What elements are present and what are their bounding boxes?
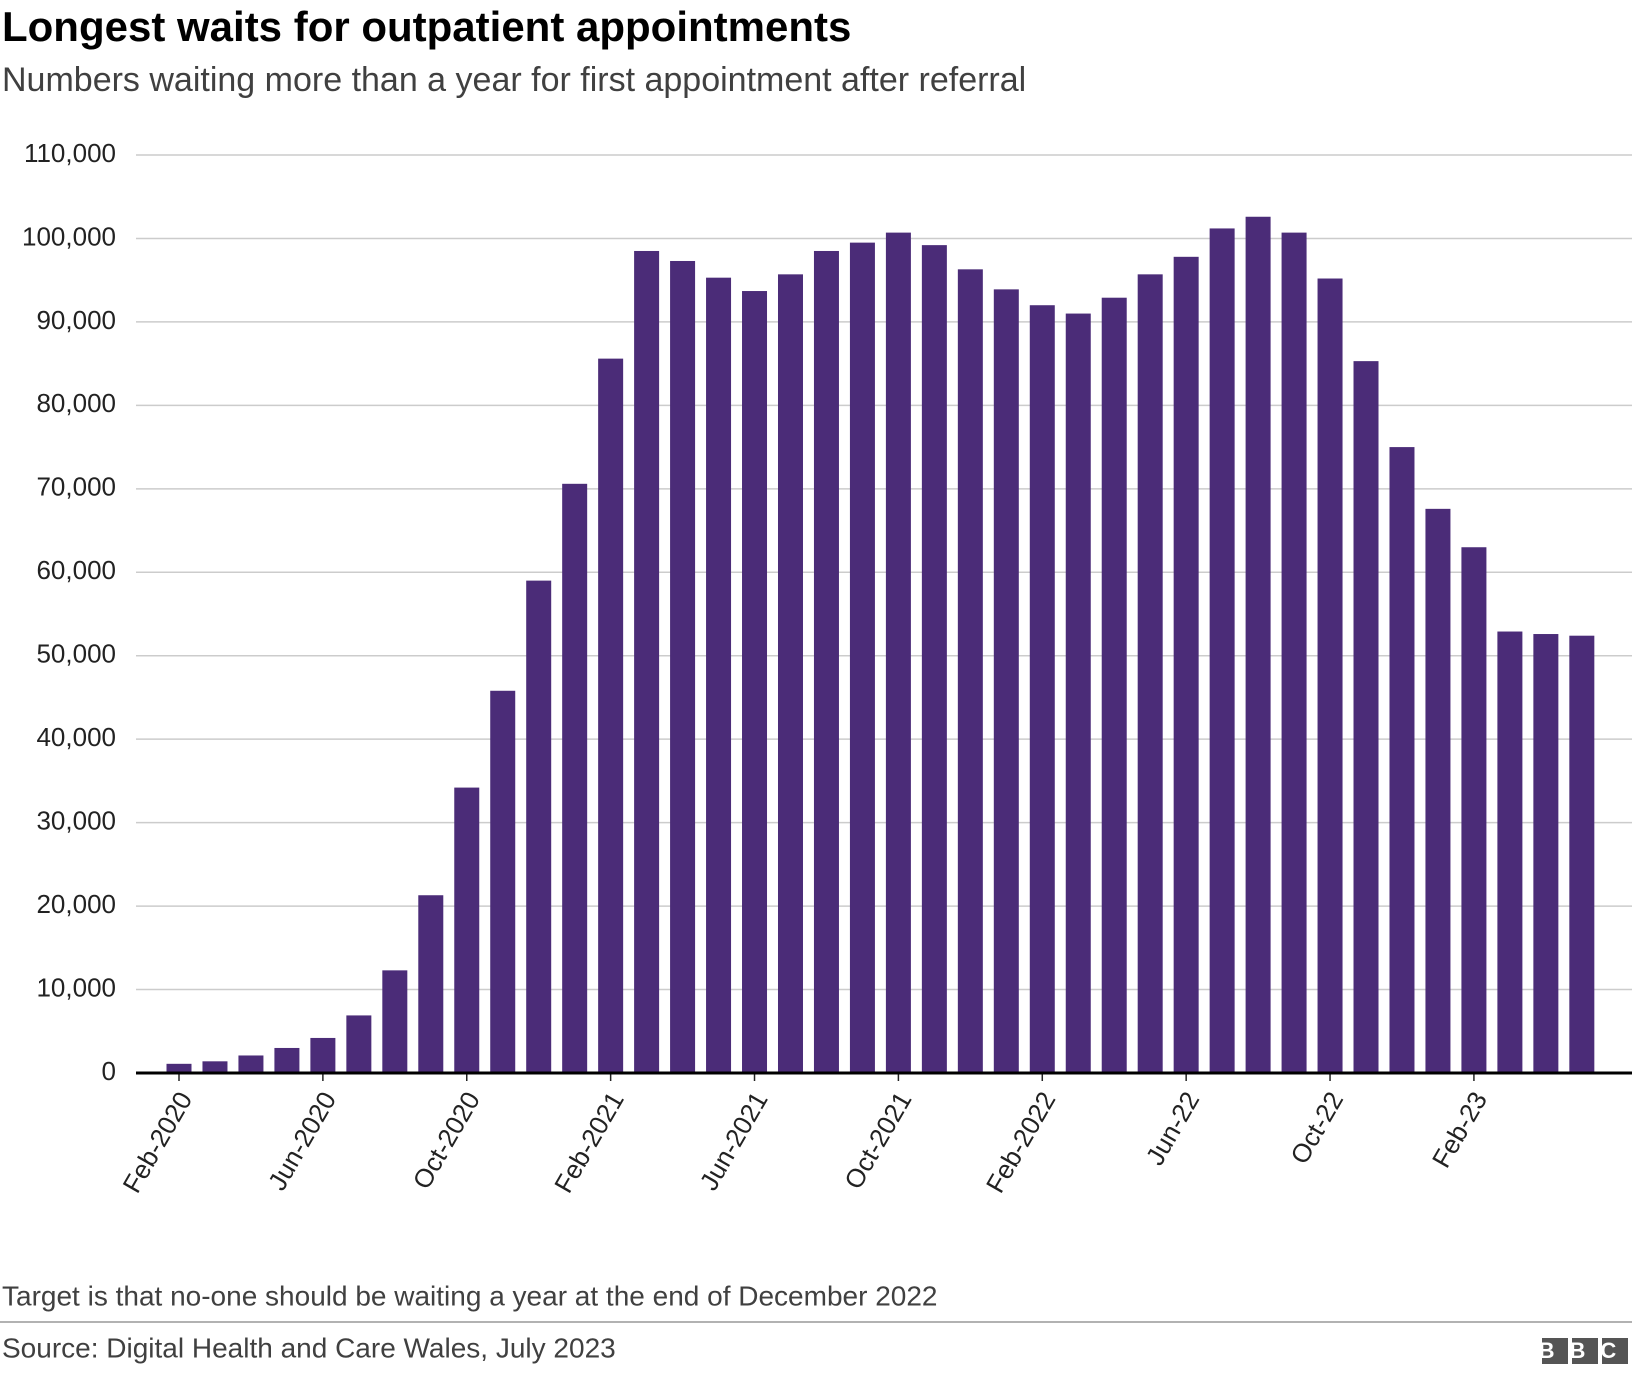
bar bbox=[1497, 631, 1523, 1073]
bar bbox=[1461, 547, 1487, 1073]
bar bbox=[454, 787, 480, 1073]
bar bbox=[1209, 228, 1235, 1073]
y-tick-label: 90,000 bbox=[36, 305, 116, 335]
y-tick-label: 10,000 bbox=[36, 972, 116, 1002]
logo: BBC bbox=[1539, 1338, 1632, 1364]
bar bbox=[202, 1061, 228, 1073]
bar bbox=[526, 580, 552, 1073]
bar bbox=[1065, 313, 1091, 1074]
y-tick-label: 50,000 bbox=[36, 639, 116, 669]
bar bbox=[1317, 278, 1343, 1074]
bar bbox=[418, 895, 444, 1073]
logo-block bbox=[1542, 1338, 1568, 1364]
y-tick-label: 110,000 bbox=[24, 138, 116, 168]
bar bbox=[849, 242, 875, 1074]
x-tick-label: Oct-2021 bbox=[838, 1086, 917, 1194]
bar bbox=[1569, 635, 1595, 1073]
bar bbox=[885, 232, 911, 1073]
y-tick-label: 30,000 bbox=[36, 806, 116, 836]
bar bbox=[346, 1015, 372, 1073]
bar bbox=[1029, 305, 1055, 1074]
bar bbox=[1281, 232, 1307, 1073]
bar bbox=[166, 1063, 192, 1073]
x-tick-label: Feb-2022 bbox=[980, 1086, 1062, 1197]
bar bbox=[1173, 256, 1199, 1073]
logo-block bbox=[1572, 1338, 1598, 1364]
y-tick-label: 100,000 bbox=[22, 221, 116, 251]
bar bbox=[1245, 216, 1271, 1074]
x-tick-label: Oct-22 bbox=[1284, 1086, 1349, 1169]
x-tick-label: Oct-2020 bbox=[406, 1086, 485, 1194]
bar bbox=[1101, 297, 1127, 1073]
y-tick-label: 60,000 bbox=[36, 555, 116, 585]
bar bbox=[382, 970, 408, 1073]
bar bbox=[562, 483, 588, 1073]
chart-title: Longest waits for outpatient appointment… bbox=[2, 3, 851, 50]
bar bbox=[1389, 447, 1415, 1073]
y-tick-label: 70,000 bbox=[36, 472, 116, 502]
chart-subtitle: Numbers waiting more than a year for fir… bbox=[2, 61, 1026, 99]
bar bbox=[670, 260, 696, 1073]
bar bbox=[993, 289, 1019, 1073]
bar bbox=[238, 1055, 264, 1073]
y-tick-label: 0 bbox=[102, 1056, 116, 1086]
bar bbox=[1533, 634, 1559, 1073]
footnote: Target is that no-one should be waiting … bbox=[2, 1280, 937, 1311]
x-tick-label: Jun-2020 bbox=[262, 1086, 342, 1195]
bar bbox=[957, 269, 983, 1073]
bar bbox=[742, 291, 768, 1074]
logo-block bbox=[1602, 1338, 1628, 1364]
x-tick-label: Jun-2021 bbox=[693, 1086, 773, 1195]
y-tick-label: 80,000 bbox=[36, 388, 116, 418]
x-tick-label: Jun-22 bbox=[1140, 1086, 1206, 1170]
y-tick-label: 40,000 bbox=[36, 722, 116, 752]
x-tick-label: Feb-2021 bbox=[548, 1086, 630, 1197]
bar bbox=[813, 250, 839, 1074]
bar bbox=[1137, 274, 1163, 1074]
source: Source: Digital Health and Care Wales, J… bbox=[2, 1332, 616, 1363]
x-tick-label: Feb-23 bbox=[1426, 1086, 1493, 1172]
y-tick-label: 20,000 bbox=[36, 889, 116, 919]
x-tick-label: Feb-2020 bbox=[117, 1086, 199, 1197]
logo-text: BBC bbox=[1539, 1338, 1632, 1363]
bar bbox=[777, 274, 803, 1074]
bar bbox=[921, 245, 947, 1073]
bar bbox=[490, 690, 516, 1073]
bar bbox=[598, 358, 624, 1073]
bar bbox=[1425, 508, 1451, 1073]
bar bbox=[706, 277, 732, 1073]
bar bbox=[634, 250, 660, 1074]
bar bbox=[1353, 361, 1379, 1074]
bar bbox=[310, 1037, 336, 1073]
bar bbox=[274, 1047, 300, 1073]
